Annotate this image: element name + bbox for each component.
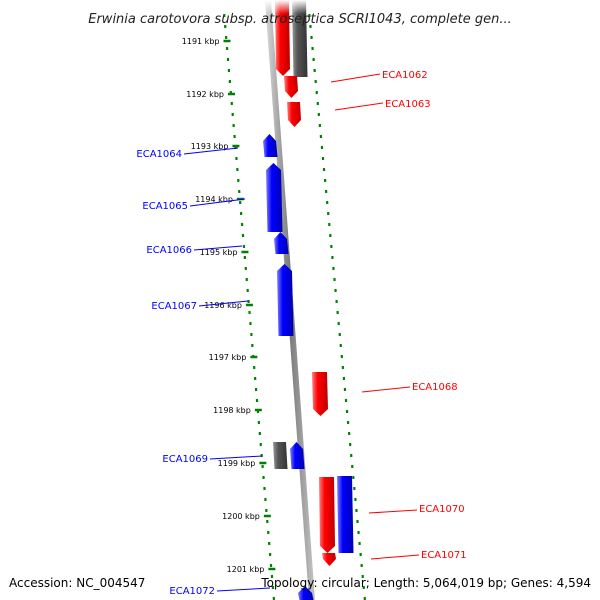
kbp-label: 1197 kbp bbox=[209, 353, 247, 362]
gene-label-eca1065[interactable]: ECA1065 bbox=[142, 201, 188, 212]
leader-line bbox=[198, 300, 249, 307]
leader-line bbox=[216, 587, 271, 592]
leader-line bbox=[193, 245, 243, 251]
gene-label-eca1070[interactable]: ECA1070 bbox=[419, 504, 465, 515]
gene-eca1062 bbox=[284, 76, 298, 98]
ruler-outer bbox=[308, 13, 367, 600]
gene-eca1072 bbox=[298, 586, 314, 600]
gene-eca1063 bbox=[287, 102, 301, 127]
gene-label-eca1068[interactable]: ECA1068 bbox=[412, 382, 458, 393]
leader-line bbox=[209, 455, 263, 460]
kbp-label: 1194 kbp bbox=[195, 195, 233, 204]
leader-line bbox=[370, 554, 420, 560]
gene-label-eca1064[interactable]: ECA1064 bbox=[136, 149, 182, 160]
gene-label-eca1071[interactable]: ECA1071 bbox=[421, 550, 467, 561]
gene-label-eca1066[interactable]: ECA1066 bbox=[146, 245, 192, 256]
kbp-label: 1201 kbp bbox=[227, 565, 265, 574]
gene-eca1062 bbox=[275, 0, 290, 76]
gene-label-eca1063[interactable]: ECA1063 bbox=[385, 99, 431, 110]
summary-text: Topology: circular; Length: 5,064,019 bp… bbox=[260, 576, 591, 590]
gene-label-eca1062[interactable]: ECA1062 bbox=[382, 70, 428, 81]
gene-eca1066 bbox=[274, 232, 289, 254]
gene-eca1069 bbox=[290, 442, 305, 469]
gene-label-eca1067[interactable]: ECA1067 bbox=[151, 301, 197, 312]
kbp-label: 1200 kbp bbox=[222, 512, 260, 521]
gene-label-eca1072[interactable]: ECA1072 bbox=[169, 586, 215, 597]
gene-eca1071 bbox=[322, 553, 336, 566]
ruler-inner bbox=[223, 13, 276, 600]
gene-eca1065 bbox=[266, 163, 283, 232]
gene-label-eca1069[interactable]: ECA1069 bbox=[162, 454, 208, 465]
leader-line bbox=[183, 147, 239, 155]
kbp-label: 1191 kbp bbox=[182, 37, 220, 46]
gene-features bbox=[263, 0, 354, 600]
top-fade bbox=[0, 0, 600, 14]
leader-line bbox=[334, 102, 384, 111]
map-title: Erwinia carotovora subsp. atroseptica SC… bbox=[88, 12, 511, 27]
gene-eca1070 bbox=[319, 477, 335, 553]
gene-eca1067 bbox=[277, 264, 294, 336]
kbp-label: 1193 kbp bbox=[191, 142, 229, 151]
leader-line bbox=[368, 509, 418, 514]
kbp-label: 1192 kbp bbox=[186, 90, 224, 99]
kbp-label: 1195 kbp bbox=[200, 248, 238, 257]
leader-line bbox=[189, 198, 246, 207]
gene-unlabeled bbox=[292, 0, 308, 77]
leader-line bbox=[330, 73, 381, 83]
gene-unlabeled bbox=[273, 442, 288, 469]
gene-labels: ECA1062 ECA1063 ECA1064 ECA1065 ECA1066 ECA10… bbox=[136, 70, 466, 597]
gene-leader-lines bbox=[183, 73, 420, 592]
kbp-ticks: 1191 kbp 1192 kbp 1193 kbp 1194 kbp 1195 kbp… bbox=[182, 37, 276, 574]
kbp-label: 1196 kbp bbox=[204, 301, 242, 310]
gene-unlabeled bbox=[337, 476, 354, 553]
kbp-label: 1198 kbp bbox=[213, 406, 251, 415]
accession-text: Accession: NC_004547 bbox=[9, 576, 145, 590]
kbp-label: 1199 kbp bbox=[218, 459, 256, 468]
leader-line bbox=[361, 386, 411, 393]
gene-eca1064 bbox=[263, 134, 278, 157]
gene-eca1068 bbox=[312, 372, 328, 416]
